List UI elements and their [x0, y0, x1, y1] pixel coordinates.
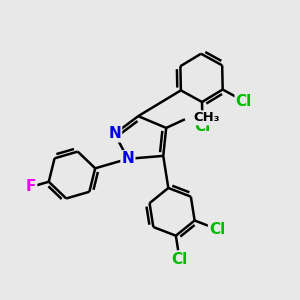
Text: F: F	[26, 179, 36, 194]
Text: Cl: Cl	[194, 118, 211, 134]
Text: N: N	[122, 151, 134, 166]
Text: CH₃: CH₃	[193, 111, 220, 124]
Text: Cl: Cl	[172, 252, 188, 267]
Text: Cl: Cl	[236, 94, 252, 109]
Text: Cl: Cl	[209, 222, 225, 237]
Text: N: N	[108, 126, 121, 141]
